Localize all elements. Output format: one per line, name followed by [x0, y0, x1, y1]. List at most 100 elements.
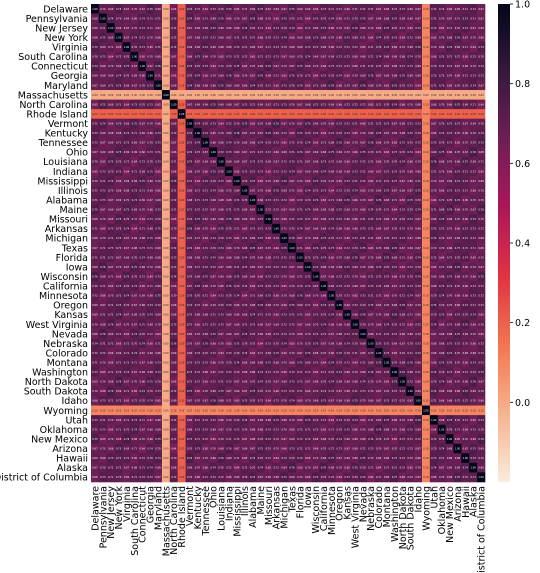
cell-value-california-wisconsin: 0.67: [313, 285, 319, 288]
cell-value-arizona-connecticut: 0.64: [140, 448, 146, 451]
heatmap-cell-maryland-oklahoma: [437, 80, 446, 91]
cell-value-new-jersey-west-virginia: 0.76: [352, 27, 358, 30]
heatmap-cell-louisiana-delaware: [91, 156, 100, 167]
heatmap-cell-rhode-island-south-dakota: [406, 109, 415, 120]
heatmap-cell-rhode-island-ohio: [209, 109, 218, 120]
heatmap-cell-alabama-oregon: [335, 195, 344, 206]
heatmap-cell-north-carolina-iowa: [303, 99, 312, 110]
heatmap-cell-new-york-wyoming: [421, 32, 431, 43]
heatmap-cell-rhode-island-florida: [295, 109, 305, 120]
cell-value-florida-florida: 1.00: [297, 256, 303, 259]
cell-value-louisiana-louisiana: 1.00: [218, 161, 224, 164]
cell-value-connecticut-district-of-columbia: 0.74: [478, 65, 484, 68]
heatmap-cell-alabama-pennsylvania: [98, 195, 108, 206]
cell-value-texas-washington: 0.76: [392, 247, 398, 250]
cell-value-district-of-columbia-massachusetts: 0.00: [163, 476, 169, 479]
cell-value-virginia-west-virginia: 0.72: [352, 46, 358, 49]
heatmap-cell-mississippi-nebraska: [366, 176, 375, 186]
heatmap-cell-ohio-virginia: [122, 147, 131, 158]
heatmap-cell-rhode-island-new-york: [114, 109, 123, 120]
cell-value-utah-delaware: 0.73: [92, 419, 98, 422]
heatmap-cell-massachusetts-oregon: [335, 90, 344, 100]
heatmap-cell-south-carolina-south-dakota: [406, 51, 415, 62]
cell-value-maryland-california: 0.69: [321, 84, 327, 87]
heatmap-cell-alabama-mississippi: [232, 195, 242, 206]
heatmap-cell-arkansas-north-carolina: [169, 223, 178, 234]
cell-value-oklahoma-illinois: 0.70: [242, 428, 248, 431]
cell-value-texas-wisconsin: 0.74: [313, 247, 319, 250]
cell-value-minnesota-michigan: 0.70: [281, 295, 287, 298]
heatmap-cell-tennessee-georgia: [146, 137, 155, 148]
heatmap-cell-new-york-virginia: [122, 32, 131, 43]
heatmap-cell-mississippi-maine: [256, 176, 265, 186]
cell-value-connecticut-massachusetts: 0.00: [163, 65, 169, 68]
cell-value-alaska-virginia: 0.67: [124, 467, 130, 470]
cell-value-indiana-new-york: 0.73: [116, 170, 122, 173]
cell-value-hawaii-nevada: 0.75: [360, 457, 366, 460]
heatmap-cell-delaware-utah: [429, 4, 439, 14]
heatmap-cell-indiana-new-mexico: [445, 166, 454, 177]
cell-value-wyoming-connecticut: 0.10: [140, 409, 146, 412]
heatmap-cell-georgia-south-carolina: [130, 70, 139, 81]
heatmap-cell-alabama-california: [319, 195, 328, 206]
cell-value-illinois-new-york: 0.68: [116, 189, 122, 192]
cell-value-illinois-utah: 0.70: [431, 189, 437, 192]
cell-value-michigan-colorado: 0.65: [376, 237, 382, 240]
cell-value-iowa-washington: 0.72: [392, 266, 398, 269]
heatmap-cell-new-york-nevada: [358, 32, 368, 43]
cell-value-delaware-florida: 0.69: [297, 8, 303, 11]
cell-value-arkansas-michigan: 0.71: [281, 228, 287, 231]
cell-value-pennsylvania-wisconsin: 0.73: [313, 17, 319, 20]
cell-value-hawaii-hawaii: 1.00: [463, 457, 469, 460]
cell-value-kentucky-wisconsin: 0.72: [313, 132, 319, 135]
cell-value-utah-nevada: 0.64: [360, 419, 366, 422]
heatmap-cell-north-carolina-louisiana: [217, 99, 226, 110]
cell-value-north-carolina-louisiana: 0.69: [218, 103, 224, 106]
cell-value-florida-nebraska: 0.70: [368, 256, 374, 259]
cell-value-alabama-arkansas: 0.71: [274, 199, 280, 202]
cell-value-maine-georgia: 0.66: [147, 209, 153, 212]
heatmap-cell-pennsylvania-iowa: [303, 13, 312, 24]
cell-value-idaho-tennessee: 0.67: [203, 400, 209, 403]
heatmap-cell-maryland-ohio: [209, 80, 218, 91]
heatmap-cell-georgia-kansas: [343, 70, 352, 81]
cell-value-arizona-pennsylvania: 0.70: [100, 448, 106, 451]
cell-value-california-california: 1.00: [321, 285, 327, 288]
cell-value-tennessee-north-dakota: 0.75: [400, 142, 406, 145]
cell-value-maryland-connecticut: 0.70: [140, 84, 146, 87]
cell-value-south-dakota-rhode-island: 0.20: [179, 390, 185, 393]
heatmap-cell-connecticut-indiana: [224, 61, 234, 72]
cell-value-maine-hawaii: 0.70: [463, 209, 469, 212]
heatmap-cell-pennsylvania-ohio: [209, 13, 218, 24]
heatmap-cell-pennsylvania-new-york: [114, 13, 123, 24]
cell-value-colorado-district-of-columbia: 0.72: [478, 352, 484, 355]
cell-value-texas-maine: 0.67: [258, 247, 264, 250]
cell-value-north-dakota-california: 0.70: [321, 381, 327, 384]
cell-value-new-mexico-illinois: 0.67: [242, 438, 248, 441]
heatmap-cell-virginia-colorado: [374, 42, 383, 53]
cell-value-oklahoma-nevada: 0.70: [360, 428, 366, 431]
cell-value-nevada-district-of-columbia: 0.65: [478, 333, 484, 336]
cell-value-louisiana-massachusetts: 0.00: [163, 161, 169, 164]
cell-value-new-mexico-rhode-island: 0.20: [179, 438, 185, 441]
cell-value-mississippi-wyoming: 0.10: [423, 180, 429, 183]
heatmap-cell-new-york-vermont: [185, 32, 194, 43]
heatmap-cell-illinois-vermont: [185, 185, 194, 196]
heatmap-cell-missouri-connecticut: [138, 214, 147, 225]
heatmap-cell-tennessee-oklahoma: [437, 137, 446, 148]
cell-value-florida-rhode-island: 0.20: [179, 256, 185, 259]
cell-value-florida-oregon: 0.70: [337, 256, 343, 259]
heatmap-cell-pennsylvania-tennessee: [201, 13, 210, 24]
cell-value-massachusetts-idaho: 0.00: [415, 94, 421, 97]
heatmap-cell-louisiana-michigan: [280, 156, 289, 167]
cell-value-north-dakota-ohio: 0.71: [210, 381, 216, 384]
cell-value-minnesota-massachusetts: 0.00: [163, 295, 169, 298]
cell-value-kentucky-west-virginia: 0.65: [352, 132, 358, 135]
cell-value-hawaii-minnesota: 0.75: [329, 457, 335, 460]
heatmap-cell-maryland-kansas: [343, 80, 352, 91]
cell-value-south-dakota-california: 0.72: [321, 390, 327, 393]
cell-value-tennessee-minnesota: 0.69: [329, 142, 335, 145]
cell-value-new-mexico-arizona: 0.65: [455, 438, 461, 441]
cell-value-california-idaho: 0.70: [415, 285, 421, 288]
heatmap-cell-mississippi-colorado: [374, 176, 383, 186]
